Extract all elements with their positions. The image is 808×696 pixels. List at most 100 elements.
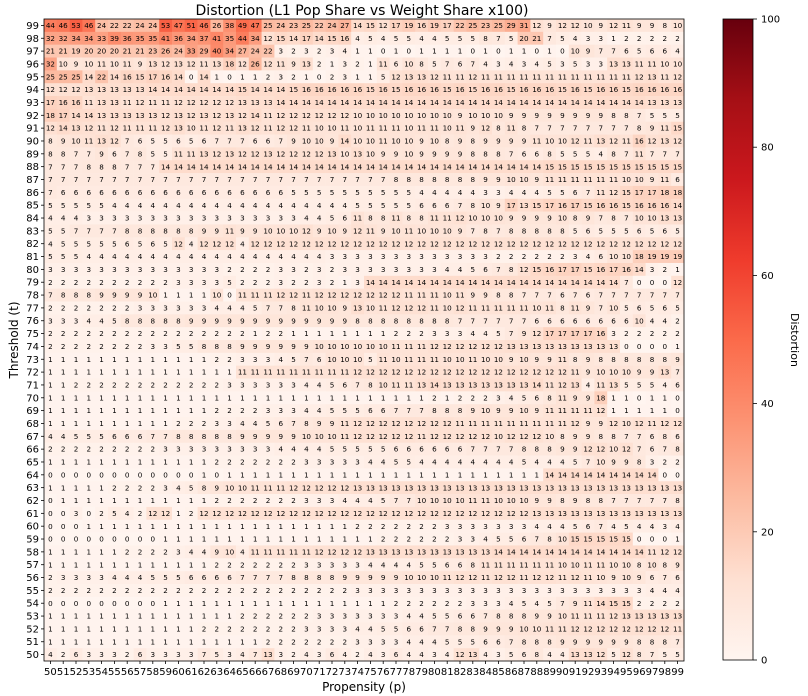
cell-value-label: 4 [215,304,220,313]
cell-value-label: 13 [507,342,516,351]
cell-value-label: 8 [445,406,450,415]
heatmap-cell [530,57,544,71]
cell-value-label: 15 [366,21,375,30]
cell-value-label: 8 [637,637,642,646]
cell-value-label: 2 [432,522,437,531]
cell-value-label: 4 [240,201,245,210]
cell-value-label: 5 [445,34,450,43]
cell-value-label: 0 [650,278,655,287]
cell-value-label: 11 [507,560,516,569]
cell-value-label: 10 [430,226,440,235]
heatmap-cell [671,57,685,71]
cell-value-label: 9 [317,419,322,428]
heatmap-cell [184,31,198,45]
cell-value-label: 3 [343,60,348,69]
cell-value-label: 15 [366,85,375,94]
cell-value-label: 2 [151,278,156,287]
cell-value-label: 11 [404,381,413,390]
cell-value-label: 11 [635,60,644,69]
cell-value-label: 6 [445,201,450,210]
cell-value-label: 17 [558,265,567,274]
heatmap-cell [184,57,198,71]
cell-value-label: 5 [99,239,104,248]
cell-value-label: 1 [74,458,79,467]
cell-value-label: 7 [663,291,668,300]
cell-value-label: 12 [340,239,349,248]
cell-value-label: 8 [560,226,565,235]
cell-value-label: 0 [48,509,53,518]
heatmap-cell [159,70,173,84]
cell-value-label: 10 [494,214,504,223]
cell-value-label: 8 [535,445,540,454]
cell-value-label: 1 [163,560,168,569]
cell-value-label: 1 [304,393,309,402]
cell-value-label: 7 [663,149,668,158]
cell-value-label: 14 [545,98,555,107]
cell-value-label: 3 [599,34,604,43]
heatmap-cell [274,31,288,45]
cell-value-label: 5 [343,188,348,197]
cell-value-label: 1 [496,470,501,479]
cell-value-label: 25 [71,72,80,81]
cell-value-label: 7 [330,175,335,184]
cell-value-label: 10 [558,612,568,621]
cell-value-label: 3 [317,278,322,287]
cell-value-label: 11 [251,547,260,556]
cell-value-label: 1 [61,483,66,492]
cell-value-label: 12 [622,239,631,248]
cell-value-label: 4 [509,393,514,402]
cell-value-label: 0 [125,470,130,479]
cell-value-label: 10 [609,445,619,454]
cell-value-label: 5 [624,304,629,313]
cell-value-label: 1 [291,535,296,544]
cell-value-label: 1 [611,34,616,43]
cell-value-label: 2 [240,265,245,274]
cell-value-label: 4 [355,496,360,505]
heatmap-cell [543,44,557,58]
cell-value-label: 11 [123,98,132,107]
cell-value-label: 8 [535,637,540,646]
cell-value-label: 5 [189,483,194,492]
cell-value-label: 1 [176,496,181,505]
cell-value-label: 2 [317,60,322,69]
cell-value-label: 1 [112,560,117,569]
cell-value-label: 2 [151,586,156,595]
cell-value-label: 8 [599,355,604,364]
cell-value-label: 1 [253,535,258,544]
cell-value-label: 8 [432,175,437,184]
cell-value-label: 7 [266,573,271,582]
cell-value-label: 8 [547,226,552,235]
cell-value-label: 12 [660,625,669,634]
cell-value-label: 12 [532,573,541,582]
cell-value-label: 5 [573,226,578,235]
cell-value-label: 3 [266,445,271,454]
cell-value-label: 0 [74,522,79,531]
cell-value-label: 15 [609,599,618,608]
cell-value-label: 2 [432,599,437,608]
cell-value-label: 10 [443,226,453,235]
cell-value-label: 5 [99,432,104,441]
cell-value-label: 7 [279,573,284,582]
cell-value-label: 1 [48,406,53,415]
cell-value-label: 3 [215,214,220,223]
cell-value-label: 3 [343,458,348,467]
cell-value-label: 0 [227,72,232,81]
cell-value-label: 6 [663,47,668,56]
cell-value-label: 22 [123,21,132,30]
cell-value-label: 13 [430,483,439,492]
cell-value-label: 10 [379,111,389,120]
cell-value-label: 4 [343,201,348,210]
heatmap-cell [261,44,275,58]
cell-value-label: 2 [125,342,130,351]
cell-value-label: 7 [611,47,616,56]
cell-value-label: 1 [253,637,258,646]
cell-value-label: 4 [240,650,245,659]
cell-value-label: 5 [394,458,399,467]
cell-value-label: 2 [176,381,181,390]
cell-value-label: 12 [417,419,426,428]
cell-value-label: 3 [381,650,386,659]
cell-value-label: 10 [481,201,491,210]
cell-value-label: 2 [368,522,373,531]
cell-value-label: 1 [227,599,232,608]
cell-value-label: 2 [112,278,117,287]
